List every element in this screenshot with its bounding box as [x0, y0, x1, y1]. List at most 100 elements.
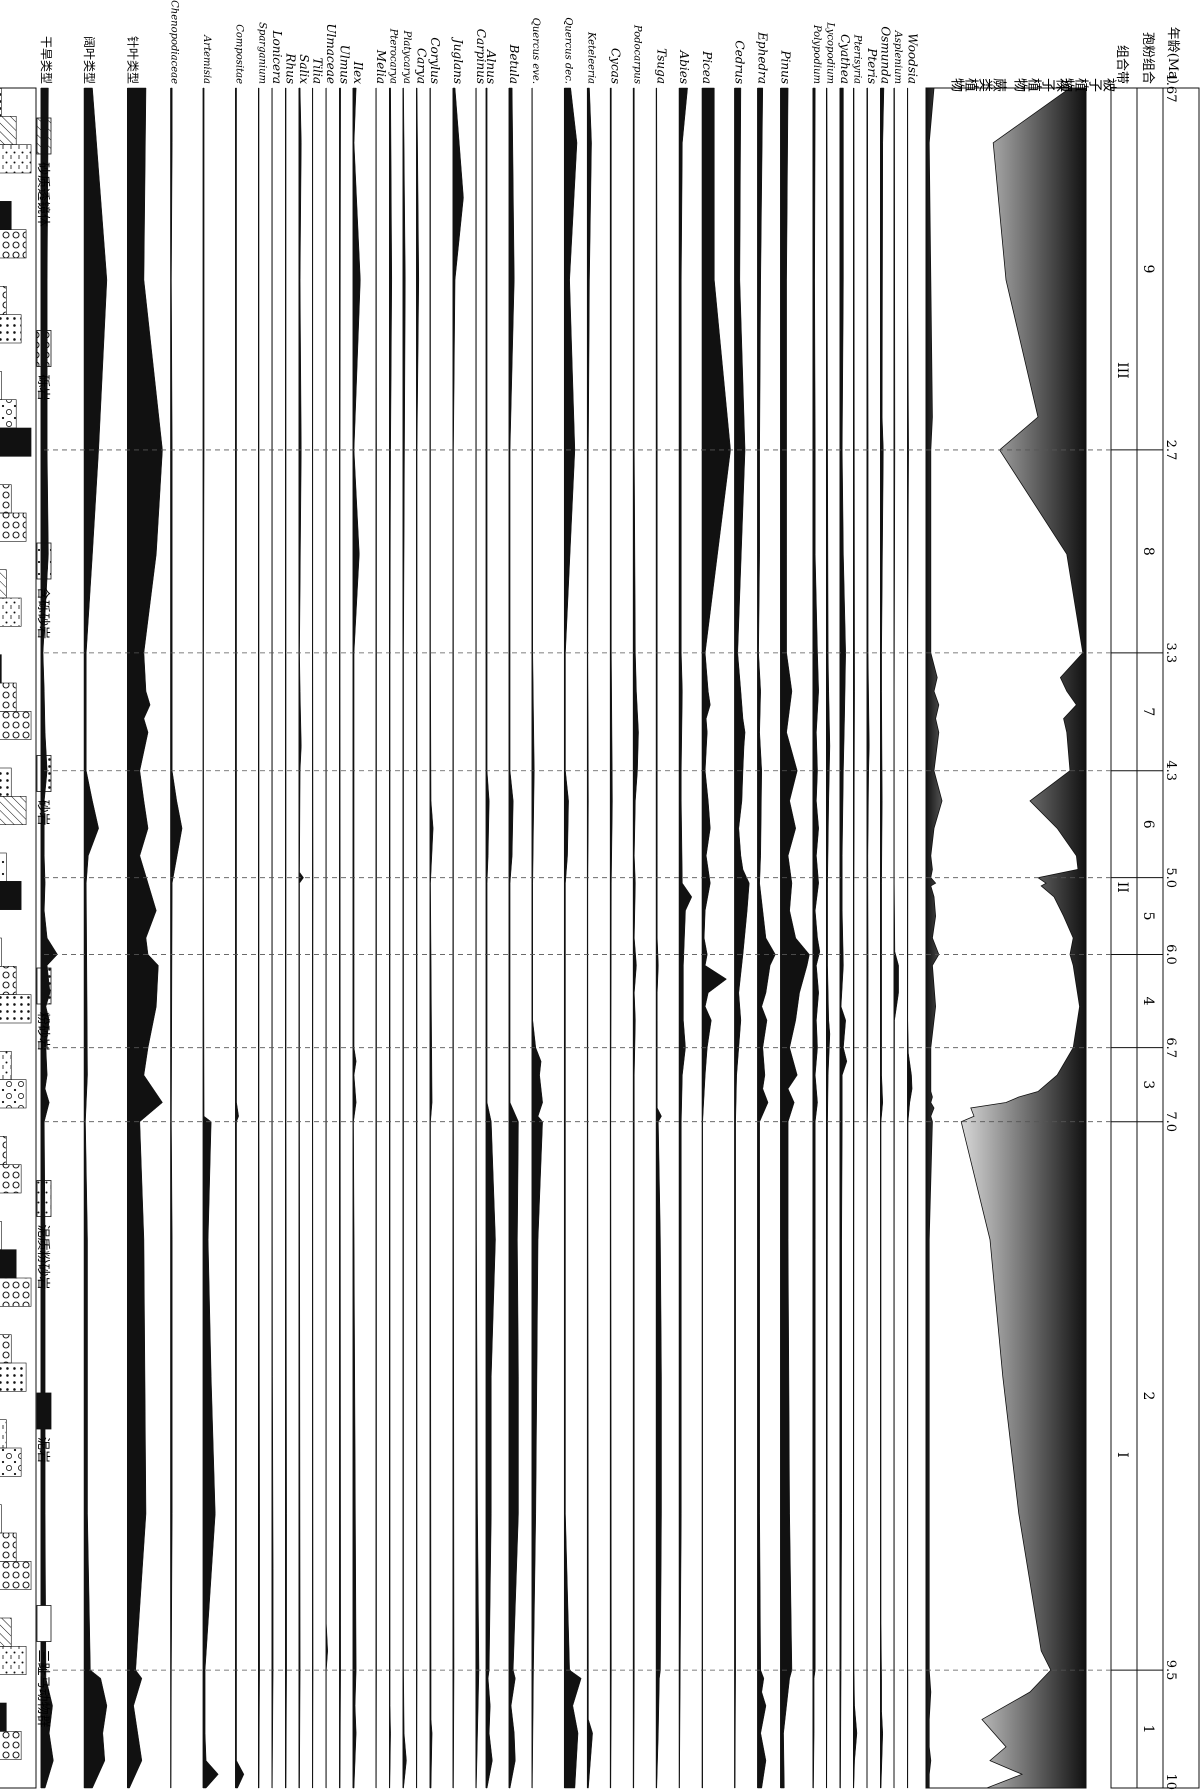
assemblage-belt-label: II [1114, 882, 1130, 893]
age-label: 6.0 [1163, 944, 1178, 965]
lithology-bed [0, 597, 22, 627]
solid-black-icon [36, 1392, 52, 1430]
age-label: 1.67 [1163, 74, 1178, 103]
pollen-zone-label: 6 [1140, 820, 1156, 829]
taxon-name: Rhus [283, 52, 297, 84]
taxon-area [853, 87, 858, 1789]
circle-dots-icon [36, 542, 52, 580]
lithology-bed [0, 144, 32, 174]
lithology-bed [0, 201, 12, 230]
taxon-name: Ulmus [338, 45, 352, 84]
taxon-panel: Juglans100 [451, 36, 465, 1789]
taxon-area [389, 87, 393, 1789]
pollen-zone-label: 2 [1140, 1391, 1156, 1400]
taxon-area [202, 87, 219, 1789]
taxon-area [235, 87, 245, 1789]
taxon-area [285, 87, 287, 1789]
taxon-area [610, 87, 613, 1789]
lithology-bed [0, 1561, 32, 1590]
lithology-bed [0, 87, 2, 117]
lithology-bed [0, 1617, 12, 1647]
taxon-name: Woodsia [905, 33, 919, 84]
lithology-bed [0, 1277, 32, 1307]
taxon-panel: Woodsia50 [905, 33, 919, 1789]
taxon-name: 阔叶类型 [82, 36, 96, 84]
pollen-zone-label: 3 [1140, 1080, 1156, 1089]
taxon-area [258, 87, 260, 1789]
age-label: 5.0 [1163, 867, 1178, 888]
taxon-area [893, 87, 899, 1789]
legend-label: 含砾砂岩 [35, 587, 51, 639]
lithology-bed [0, 1702, 7, 1732]
lithology-bed [0, 682, 17, 712]
lithology-bed [0, 1532, 17, 1562]
taxon-area [839, 87, 848, 1789]
gymnosperm-area [960, 87, 1087, 1789]
pollen-zone-label: 4 [1140, 997, 1156, 1006]
taxon-area [83, 87, 108, 1789]
taxon-area [127, 87, 163, 1789]
summary-panel: 020406080100蕨类植物裸子植物被子植物 [925, 76, 1117, 1789]
lithology-bed [0, 966, 17, 995]
pollen-zone-label: 8 [1140, 547, 1156, 556]
age-label: 4.3 [1163, 760, 1178, 781]
taxon-panel: Cycas100 [608, 48, 622, 1789]
age-label: 7.0 [1163, 1111, 1178, 1132]
taxon-name: Tsuga [654, 48, 668, 84]
pollen-zone-label: 5 [1140, 912, 1156, 921]
assemblage-belt-label: III [1114, 362, 1130, 379]
pollen-zone-label: 1 [1140, 1725, 1156, 1734]
taxon-name: Alnus [484, 49, 498, 84]
pollen-zone-label: 9 [1140, 265, 1156, 274]
zone-header: 1.67 2.7 3.3 4.3 5.0 6.0 6.7 7.0 9.5 10.0 1 2 3 4 5 6 7 8… [1110, 27, 1200, 1790]
taxon-panel: Polypodium0 [811, 24, 822, 1789]
taxon-area [734, 87, 750, 1789]
taxon-panel: Sparganium0 [256, 22, 267, 1789]
taxon-name: Picea [700, 50, 714, 84]
taxon-panel: Keteleeria0 [585, 31, 596, 1789]
taxon-area [780, 87, 810, 1789]
taxon-panel: Rhus0 [283, 52, 297, 1789]
lithology-bed [0, 994, 32, 1024]
taxon-area [325, 87, 328, 1789]
taxon-area [880, 87, 885, 1789]
lens-hatch-icon [36, 117, 52, 155]
age-guide-lines [41, 449, 1111, 1671]
taxon-panel: Corylus0 [428, 37, 442, 1789]
taxon-panel: Ephedra0 [756, 31, 776, 1789]
summary-label: 蕨类植物 [950, 76, 1007, 92]
age-label: 3.3 [1163, 642, 1178, 663]
taxon-name: Lycopodium [824, 21, 835, 84]
taxon-area [633, 87, 639, 1789]
age-axis-title: 年龄(Ma) [1165, 27, 1180, 84]
legend-label: 泥岩 [35, 1437, 50, 1463]
lithology-bed [0, 1504, 2, 1534]
taxon-area [564, 87, 582, 1789]
taxon-panel: Ulmaceae0 [324, 23, 338, 1789]
lithology-bed [0, 1646, 27, 1675]
taxon-name: Artemisia [201, 34, 212, 84]
lithology-bed [0, 1419, 7, 1449]
legend-label: 砾岩 [35, 375, 50, 401]
taxon-area [812, 87, 821, 1789]
taxon-area [508, 87, 519, 1789]
taxon-area [452, 87, 464, 1789]
age-label: 6.7 [1163, 1037, 1178, 1058]
dots-icon [36, 755, 52, 792]
belt-title: 组合带 [1114, 45, 1129, 84]
taxon-name: Ilex [351, 61, 365, 85]
lithology-bed [0, 1164, 22, 1194]
taxon-name: Cycas [608, 48, 622, 84]
taxon-panel: Platycarya0 [401, 29, 412, 1789]
lithology-bed [0, 711, 32, 740]
taxon-name: Keteleeria [585, 31, 596, 84]
lithology-bed [0, 399, 17, 429]
taxon-panel: Lonicera0 [270, 30, 284, 1789]
taxon-area [475, 87, 480, 1789]
taxon-panel: Quercus dec.200 [562, 17, 582, 1789]
taxon-panel: Osmunda0 [878, 26, 892, 1789]
taxon-panel: Abies0 [677, 50, 693, 1789]
lithology-bed [0, 881, 22, 910]
